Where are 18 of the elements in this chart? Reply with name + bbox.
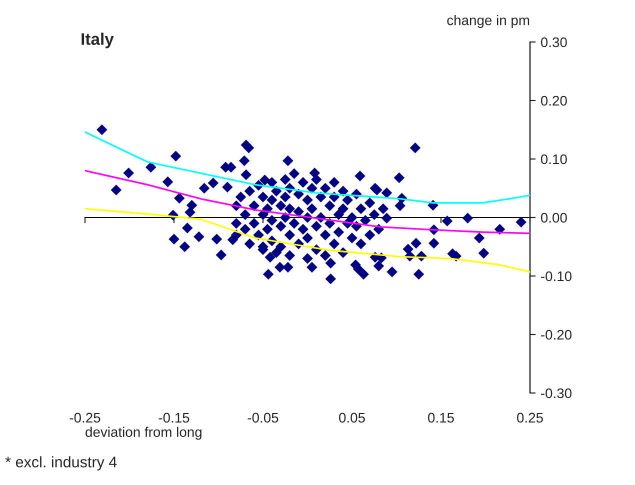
x-tick-label: -0.05: [248, 412, 278, 423]
x-tick-label: 0.25: [517, 412, 543, 423]
y-tick-label: -0.30: [541, 388, 572, 398]
x-axis-title: deviation from long: [86, 426, 202, 440]
y-tick-label: -0.20: [541, 330, 572, 340]
y-axis-title: change in pm: [447, 15, 530, 28]
y-tick-label: -0.10: [541, 271, 572, 282]
text: * excl. industry 4: [5, 456, 117, 470]
y-tick-label: 0.10: [540, 154, 567, 164]
x-tick-label: 0.15: [428, 412, 454, 423]
chart-title: Italy: [82, 32, 114, 48]
line-series: [85, 208, 530, 273]
y-tick-label: 0.20: [540, 96, 567, 106]
x-tick-label: 0.05: [339, 412, 365, 423]
y-tick-label: 0.00: [540, 212, 567, 223]
x-tick-label: -0.25: [70, 412, 100, 423]
x-tick-label: -0.15: [158, 412, 190, 423]
y-tick-label: 0.30: [540, 37, 567, 48]
